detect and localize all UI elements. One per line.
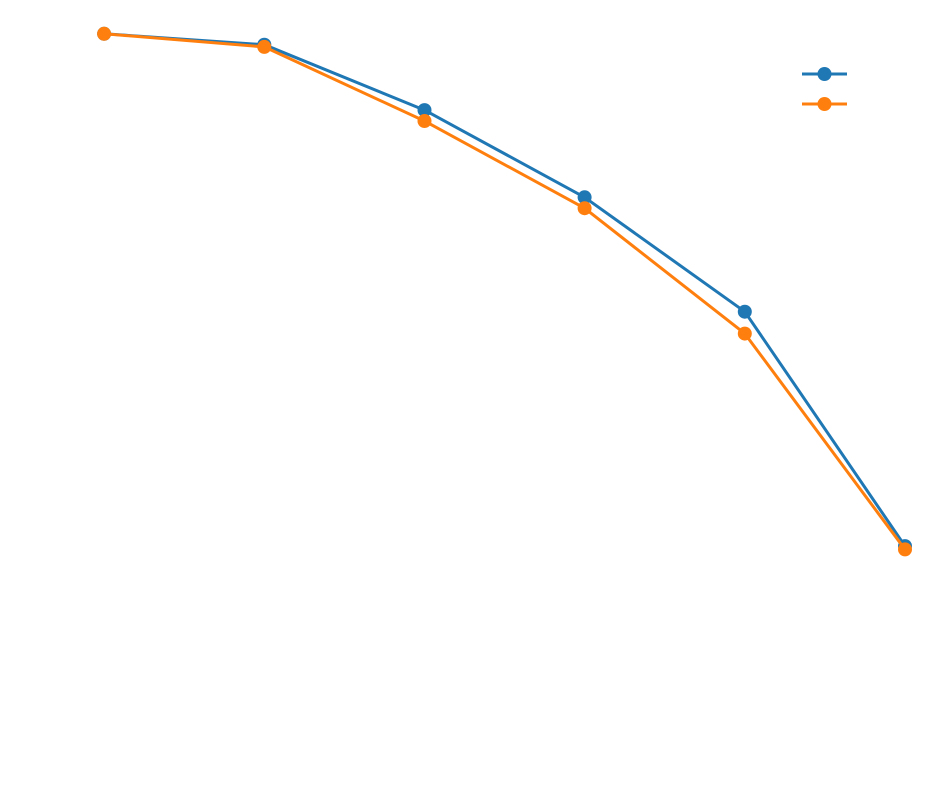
legend-entry-2: [802, 97, 847, 111]
legend-marker-2: [817, 97, 832, 111]
series-2-point-4: [577, 201, 592, 216]
series-2-point-2: [257, 39, 272, 54]
legend-marker-1: [817, 67, 832, 81]
series-1-point-4: [577, 190, 592, 205]
series-2-point-5: [737, 326, 752, 341]
series-layer: [97, 26, 912, 557]
series-2-line: [102, 32, 907, 551]
series-1-point-5: [737, 304, 752, 319]
legend-entry-1: [802, 67, 847, 81]
series-2-point-6: [898, 542, 912, 557]
series-1-line: [102, 32, 907, 548]
legend: [802, 67, 847, 111]
series-1-point-3: [417, 103, 432, 118]
series-1: [97, 26, 912, 554]
series-2-point-1: [97, 26, 112, 41]
series-2-point-3: [417, 114, 432, 128]
series-2: [97, 26, 912, 557]
